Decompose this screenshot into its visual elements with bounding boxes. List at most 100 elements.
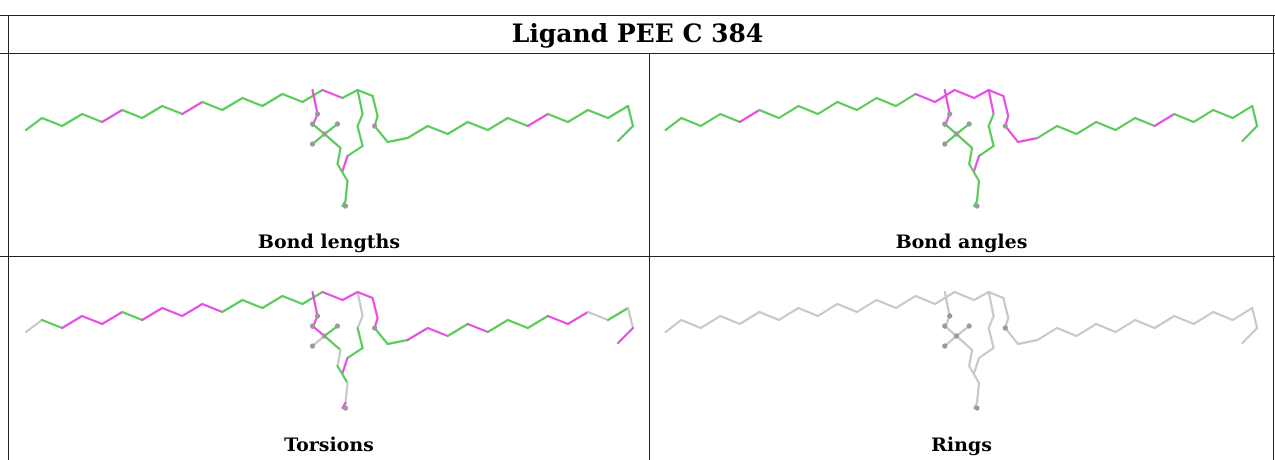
bond-42 <box>311 122 326 136</box>
bond-0 <box>664 318 683 334</box>
atom-2 <box>966 323 972 329</box>
atom-2 <box>966 121 972 127</box>
bond-45 <box>323 132 342 150</box>
bond-19 <box>356 326 364 350</box>
bond-16 <box>973 88 990 100</box>
bond-31 <box>1075 322 1098 338</box>
bond-33 <box>1114 116 1137 132</box>
bond-40 <box>626 306 635 330</box>
bond-29 <box>406 326 429 342</box>
bond-20 <box>977 144 995 158</box>
bond-38 <box>1212 108 1234 120</box>
bond-18 <box>356 314 364 330</box>
bond-40 <box>626 104 635 128</box>
bond-8 <box>181 302 204 318</box>
bond-5 <box>121 108 144 120</box>
bond-20 <box>977 346 995 360</box>
bond-35 <box>526 112 550 128</box>
bond-39 <box>1231 306 1254 322</box>
bond-43 <box>311 334 326 348</box>
bond-8 <box>816 100 839 116</box>
atom-0 <box>942 323 948 329</box>
bond-8 <box>181 100 204 116</box>
bond-38 <box>586 310 610 322</box>
bond-30 <box>1055 326 1078 338</box>
bond-8 <box>816 302 839 318</box>
bond-48 <box>344 381 349 405</box>
atom-4 <box>953 131 960 137</box>
atom-0 <box>309 323 316 329</box>
bond-34 <box>1134 116 1156 128</box>
caption-rings: Rings <box>931 434 992 456</box>
panel-torsions <box>12 258 648 430</box>
bond-21 <box>341 154 349 173</box>
bond-38 <box>586 108 610 120</box>
atom-1 <box>942 141 948 147</box>
bond-16 <box>341 290 359 302</box>
atom-1 <box>309 343 316 349</box>
bond-47 <box>968 162 981 183</box>
bond-44 <box>955 122 971 136</box>
bond-49 <box>341 199 347 208</box>
bond-39 <box>606 104 630 120</box>
bond-6 <box>141 306 164 322</box>
bond-24 <box>987 290 1005 300</box>
bond-1 <box>40 318 64 330</box>
bond-33 <box>486 318 509 334</box>
bond-11 <box>241 298 264 310</box>
bond-4 <box>100 108 124 124</box>
bond-45 <box>955 132 974 150</box>
column-separator <box>649 53 650 460</box>
bond-19 <box>356 124 364 148</box>
bond-17 <box>356 88 364 116</box>
bond-12 <box>894 294 917 310</box>
atom-4 <box>321 131 328 137</box>
bond-14 <box>301 290 324 306</box>
bond-41 <box>616 124 635 143</box>
molecule-bond-angles <box>664 88 1259 209</box>
bond-13 <box>914 92 937 104</box>
bond-17 <box>356 290 364 318</box>
bond-36 <box>546 314 570 326</box>
bond-12 <box>261 294 284 310</box>
bond-44 <box>323 122 339 136</box>
bond-17 <box>987 290 995 318</box>
atom-6 <box>372 123 378 129</box>
atom-2 <box>334 121 341 127</box>
bond-5 <box>758 108 781 120</box>
bond-41 <box>616 326 635 345</box>
bond-15 <box>321 290 344 302</box>
bond-22 <box>311 290 319 318</box>
bond-1 <box>680 116 702 128</box>
bond-48 <box>344 179 349 203</box>
bond-4 <box>738 108 761 124</box>
bond-33 <box>1114 318 1137 334</box>
bond-25 <box>1002 296 1010 320</box>
bond-39 <box>606 306 630 322</box>
bond-9 <box>836 100 859 112</box>
bond-0 <box>24 318 44 334</box>
bond-27 <box>373 326 389 346</box>
bond-47 <box>336 162 349 183</box>
bond-47 <box>968 364 981 385</box>
bond-43 <box>311 132 326 146</box>
bond-13 <box>281 294 304 306</box>
bond-2 <box>699 112 722 128</box>
bond-49 <box>341 401 347 410</box>
bond-45 <box>955 334 974 352</box>
bond-45 <box>323 334 342 352</box>
bond-31 <box>446 120 469 136</box>
bond-16 <box>973 290 990 302</box>
panel-rings <box>652 258 1272 430</box>
bond-29 <box>1036 124 1059 140</box>
molecule-torsions <box>24 290 635 411</box>
bond-15 <box>953 88 976 100</box>
bond-30 <box>426 124 449 136</box>
bond-10 <box>855 96 878 112</box>
atom-3 <box>342 203 349 209</box>
atom-0 <box>309 121 316 127</box>
bond-4 <box>100 310 124 326</box>
bond-14 <box>301 88 324 104</box>
bond-18 <box>987 314 995 330</box>
